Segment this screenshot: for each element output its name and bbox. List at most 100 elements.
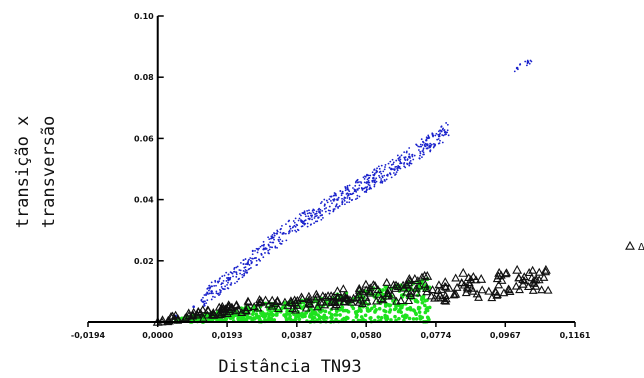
- series-blue-points: [156, 59, 533, 324]
- green-point: [413, 299, 418, 304]
- blue-point: [306, 225, 309, 228]
- x-tick-label: 0,0193: [212, 331, 243, 340]
- blue-point: [381, 176, 384, 179]
- green-point: [423, 303, 427, 308]
- blue-point: [248, 264, 251, 266]
- green-point: [419, 297, 424, 302]
- black-triangle: [514, 273, 524, 282]
- blue-point: [341, 190, 344, 193]
- green-point: [385, 316, 390, 321]
- blue-point: [354, 198, 357, 201]
- green-point: [334, 317, 338, 322]
- blue-point: [331, 202, 333, 205]
- blue-point: [366, 181, 369, 184]
- green-point: [411, 317, 416, 321]
- green-point: [260, 313, 265, 318]
- blue-point: [359, 181, 362, 183]
- blue-point: [310, 212, 312, 215]
- blue-point: [278, 236, 281, 239]
- blue-point: [443, 130, 447, 134]
- blue-point: [239, 272, 242, 275]
- blue-point: [525, 64, 528, 67]
- green-point: [247, 315, 252, 320]
- x-tick-label: 0,0774: [420, 331, 451, 340]
- blue-point: [419, 152, 422, 155]
- blue-point: [215, 290, 218, 293]
- blue-point: [439, 139, 441, 142]
- black-triangle: [519, 272, 529, 281]
- black-triangle: [304, 299, 314, 308]
- blue-point: [229, 276, 232, 279]
- black-triangle: [173, 315, 183, 324]
- blue-point: [329, 209, 332, 212]
- blue-point: [389, 172, 392, 175]
- blue-point: [388, 166, 391, 169]
- blue-point: [316, 214, 318, 217]
- black-triangle: [354, 283, 364, 292]
- blue-point: [445, 122, 448, 124]
- blue-point: [417, 145, 420, 148]
- blue-point: [227, 276, 230, 279]
- black-triangle: [528, 265, 538, 274]
- blue-point: [437, 130, 440, 133]
- blue-point: [445, 133, 448, 136]
- green-point: [381, 292, 385, 297]
- blue-point: [404, 156, 407, 159]
- black-triangle: [541, 267, 551, 276]
- black-triangle: [440, 296, 449, 305]
- blue-point: [210, 285, 213, 288]
- blue-point: [437, 138, 440, 140]
- blue-point: [443, 129, 446, 132]
- blue-point: [356, 194, 359, 197]
- black-triangle: [352, 292, 362, 301]
- blue-point: [207, 293, 209, 295]
- blue-point: [430, 143, 433, 146]
- blue-point: [293, 221, 296, 224]
- blue-point: [247, 262, 249, 265]
- blue-point: [273, 232, 276, 235]
- blue-point: [323, 198, 326, 201]
- blue-point: [298, 217, 301, 220]
- blue-point: [288, 230, 291, 233]
- black-triangle: [361, 285, 371, 294]
- blue-point: [247, 260, 250, 262]
- black-triangle: [430, 293, 439, 302]
- green-point: [372, 304, 377, 309]
- black-triangle: [434, 280, 444, 289]
- green-point: [334, 313, 339, 317]
- blue-point: [268, 238, 271, 240]
- blue-point: [390, 167, 393, 171]
- blue-point: [205, 302, 208, 305]
- blue-point: [251, 257, 253, 260]
- black-triangle: [313, 302, 322, 311]
- black-triangle: [349, 293, 359, 302]
- blue-point: [276, 246, 278, 249]
- black-triangle: [499, 288, 509, 297]
- blue-point: [423, 144, 426, 147]
- blue-point: [446, 129, 449, 132]
- black-triangle: [420, 279, 430, 288]
- blue-point: [396, 167, 399, 170]
- black-triangle: [254, 298, 264, 307]
- blue-point: [437, 135, 440, 138]
- blue-point: [434, 144, 437, 146]
- black-triangle: [512, 264, 523, 274]
- blue-point: [422, 149, 425, 151]
- black-triangle: [412, 288, 422, 297]
- black-triangle: [524, 267, 534, 276]
- black-triangle: [273, 295, 282, 304]
- black-triangle: [370, 281, 380, 289]
- blue-point: [419, 150, 422, 153]
- blue-point: [300, 219, 302, 221]
- black-triangle: [452, 282, 462, 291]
- blue-point: [300, 225, 303, 228]
- y-tick-label: 0.10: [134, 12, 154, 21]
- blue-point: [259, 259, 261, 262]
- black-triangle: [320, 292, 330, 301]
- blue-point: [403, 165, 406, 168]
- blue-point: [324, 210, 327, 213]
- blue-point: [399, 156, 401, 158]
- blue-point: [237, 278, 240, 281]
- blue-point: [363, 187, 366, 190]
- blue-point: [408, 164, 411, 167]
